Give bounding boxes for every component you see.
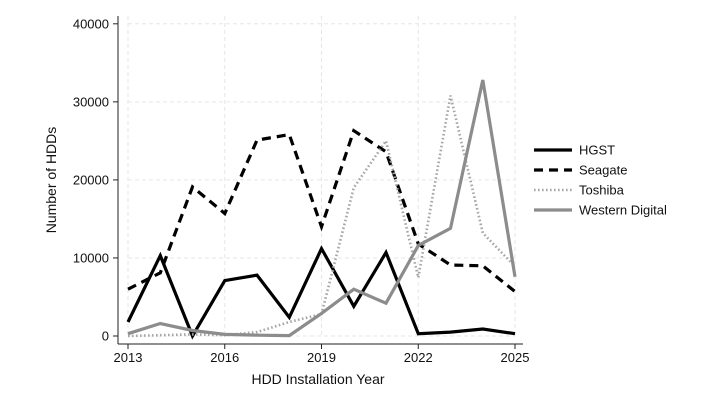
x-tick-label: 2025 [501,350,530,365]
series-line-seagate [127,128,516,293]
legend-label: Toshiba [579,183,625,198]
tick-labels: 0 10000 20000 30000 40000 2013 2016 2019 2022 202… [73,16,530,365]
y-tick-label: 0 [102,329,109,344]
y-tick-label: 30000 [73,94,109,109]
legend-label: HGST [579,143,615,158]
grid-lines [127,16,516,337]
legend-label: Western Digital [579,203,667,218]
x-axis-title: HDD Installation Year [251,371,384,387]
y-axis-title: Number of HDDs [43,127,59,234]
legend: HGST Seagate Toshiba Western Digital [534,143,667,218]
x-tick-label: 2019 [307,350,336,365]
x-tick-label: 2013 [114,350,143,365]
y-tick-label: 20000 [73,172,109,187]
y-tick-label: 10000 [73,250,109,265]
x-tick-label: 2016 [210,350,239,365]
x-tick-label: 2022 [404,350,433,365]
axes [113,16,523,349]
series-line-western-digital [127,79,517,338]
series-line-hgst [126,245,516,340]
series-lines [126,79,517,340]
legend-label: Seagate [579,163,627,178]
y-tick-label: 40000 [73,16,109,31]
